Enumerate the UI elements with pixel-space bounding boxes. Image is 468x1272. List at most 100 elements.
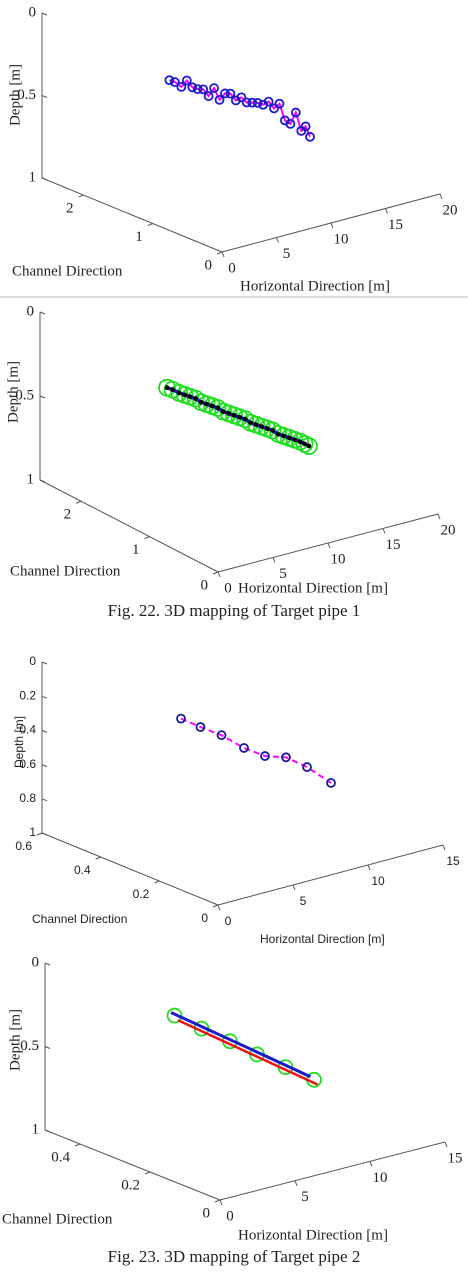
- y-axis-label: Channel Direction: [10, 563, 121, 579]
- x-tick: [382, 528, 386, 534]
- x-tick-label: 0: [226, 1208, 234, 1224]
- x-tick-label: 20: [443, 202, 458, 218]
- y-tick: [212, 904, 219, 908]
- z-tick: [41, 798, 48, 802]
- z-tick: [44, 1046, 51, 1049]
- z-tick: [41, 177, 48, 181]
- y-axis-label: Channel Direction: [32, 912, 127, 926]
- x-tick: [437, 513, 441, 520]
- x-tick-label: 20: [441, 522, 456, 538]
- marker: [290, 107, 301, 118]
- z-tick-label: 0.5: [17, 87, 36, 103]
- y-tick-label: 0: [201, 577, 209, 593]
- marker: [164, 385, 170, 391]
- chart: 0 5 10 15 0 0.2 0.4 0 0.5 1 Horizontal Direction […: [2, 954, 463, 1243]
- y-tick: [212, 571, 219, 575]
- y-tick-label: 1: [135, 229, 143, 245]
- y-tick-label: 0.4: [74, 863, 91, 877]
- z-tick-label: 0: [32, 954, 40, 970]
- marker: [176, 713, 186, 724]
- y-axis: [44, 1129, 221, 1201]
- y-axis: [39, 479, 219, 573]
- marker: [176, 390, 182, 396]
- marker: [275, 431, 281, 437]
- marker: [292, 437, 298, 443]
- z-tick: [41, 729, 48, 733]
- marker: [285, 118, 296, 129]
- marker: [187, 82, 198, 93]
- marker: [182, 392, 188, 398]
- marker: [181, 75, 192, 86]
- marker: [164, 75, 175, 86]
- marker: [236, 410, 255, 429]
- x-axis: [219, 1141, 446, 1201]
- z-tick-label: 1: [29, 169, 37, 185]
- marker: [281, 752, 291, 763]
- x-tick: [292, 884, 296, 891]
- marker: [193, 396, 199, 402]
- marker: [220, 88, 230, 99]
- marker: [248, 420, 254, 426]
- x-tick-label: 15: [448, 1150, 463, 1166]
- caption: Fig. 22. 3D mapping of Target pipe 1: [108, 601, 361, 620]
- z-tick: [39, 395, 46, 399]
- marker: [305, 131, 315, 142]
- x-tick: [367, 864, 371, 871]
- z-axis-label: Depth [m]: [7, 64, 23, 126]
- x-axis-label: Horizontal Direction [m]: [238, 1227, 388, 1243]
- marker: [252, 97, 263, 108]
- z-tick-label: 0: [29, 4, 37, 20]
- x-tick: [330, 222, 334, 229]
- marker: [242, 416, 248, 422]
- y-tick: [75, 500, 82, 504]
- y-tick-label: 0: [201, 911, 208, 925]
- x-axis-label: Horizontal Direction [m]: [260, 932, 385, 946]
- marker: [216, 730, 227, 741]
- marker: [220, 409, 226, 414]
- marker: [187, 394, 193, 400]
- y-tick-label: 0.6: [15, 839, 32, 853]
- x-tick-label: 5: [279, 566, 287, 582]
- marker: [247, 97, 258, 108]
- z-tick: [41, 695, 48, 699]
- marker: [326, 778, 336, 788]
- x-axis-label: Horizontal Direction [m]: [238, 580, 388, 596]
- marker: [300, 437, 318, 455]
- z-tick-label: 1: [29, 825, 36, 839]
- marker: [253, 422, 259, 428]
- z-tick: [41, 764, 48, 768]
- y-tick-label: 0: [203, 1205, 211, 1221]
- z-tick: [39, 479, 46, 483]
- x-axis-label: Horizontal Direction [m]: [240, 278, 390, 294]
- x-tick-label: 15: [386, 537, 401, 553]
- y-tick: [147, 223, 153, 227]
- z-axis-label: Depth [m]: [7, 1009, 23, 1071]
- marker: [186, 389, 205, 408]
- marker: [192, 84, 203, 95]
- x-tick-label: 0: [224, 580, 232, 596]
- marker: [176, 81, 187, 92]
- marker: [302, 441, 307, 447]
- z-tick: [41, 832, 48, 836]
- marker: [263, 421, 282, 440]
- y-axis: [41, 832, 219, 906]
- marker: [281, 433, 287, 439]
- y-tick: [144, 536, 150, 540]
- x-tick: [385, 208, 388, 214]
- series-line: [170, 1011, 312, 1079]
- y-tick-label: 0.2: [133, 887, 150, 901]
- marker: [286, 435, 292, 441]
- z-axis-label: Depth [m]: [12, 716, 26, 768]
- marker: [297, 439, 303, 445]
- y-tick-label: 0.4: [51, 1149, 70, 1165]
- z-tick-label: 1: [32, 1121, 40, 1137]
- z-tick: [41, 661, 48, 665]
- marker: [241, 97, 252, 108]
- z-tick: [41, 95, 48, 98]
- marker: [263, 96, 274, 107]
- y-tick: [95, 856, 101, 860]
- marker: [300, 121, 311, 132]
- z-axis-label: Depth [m]: [5, 361, 21, 423]
